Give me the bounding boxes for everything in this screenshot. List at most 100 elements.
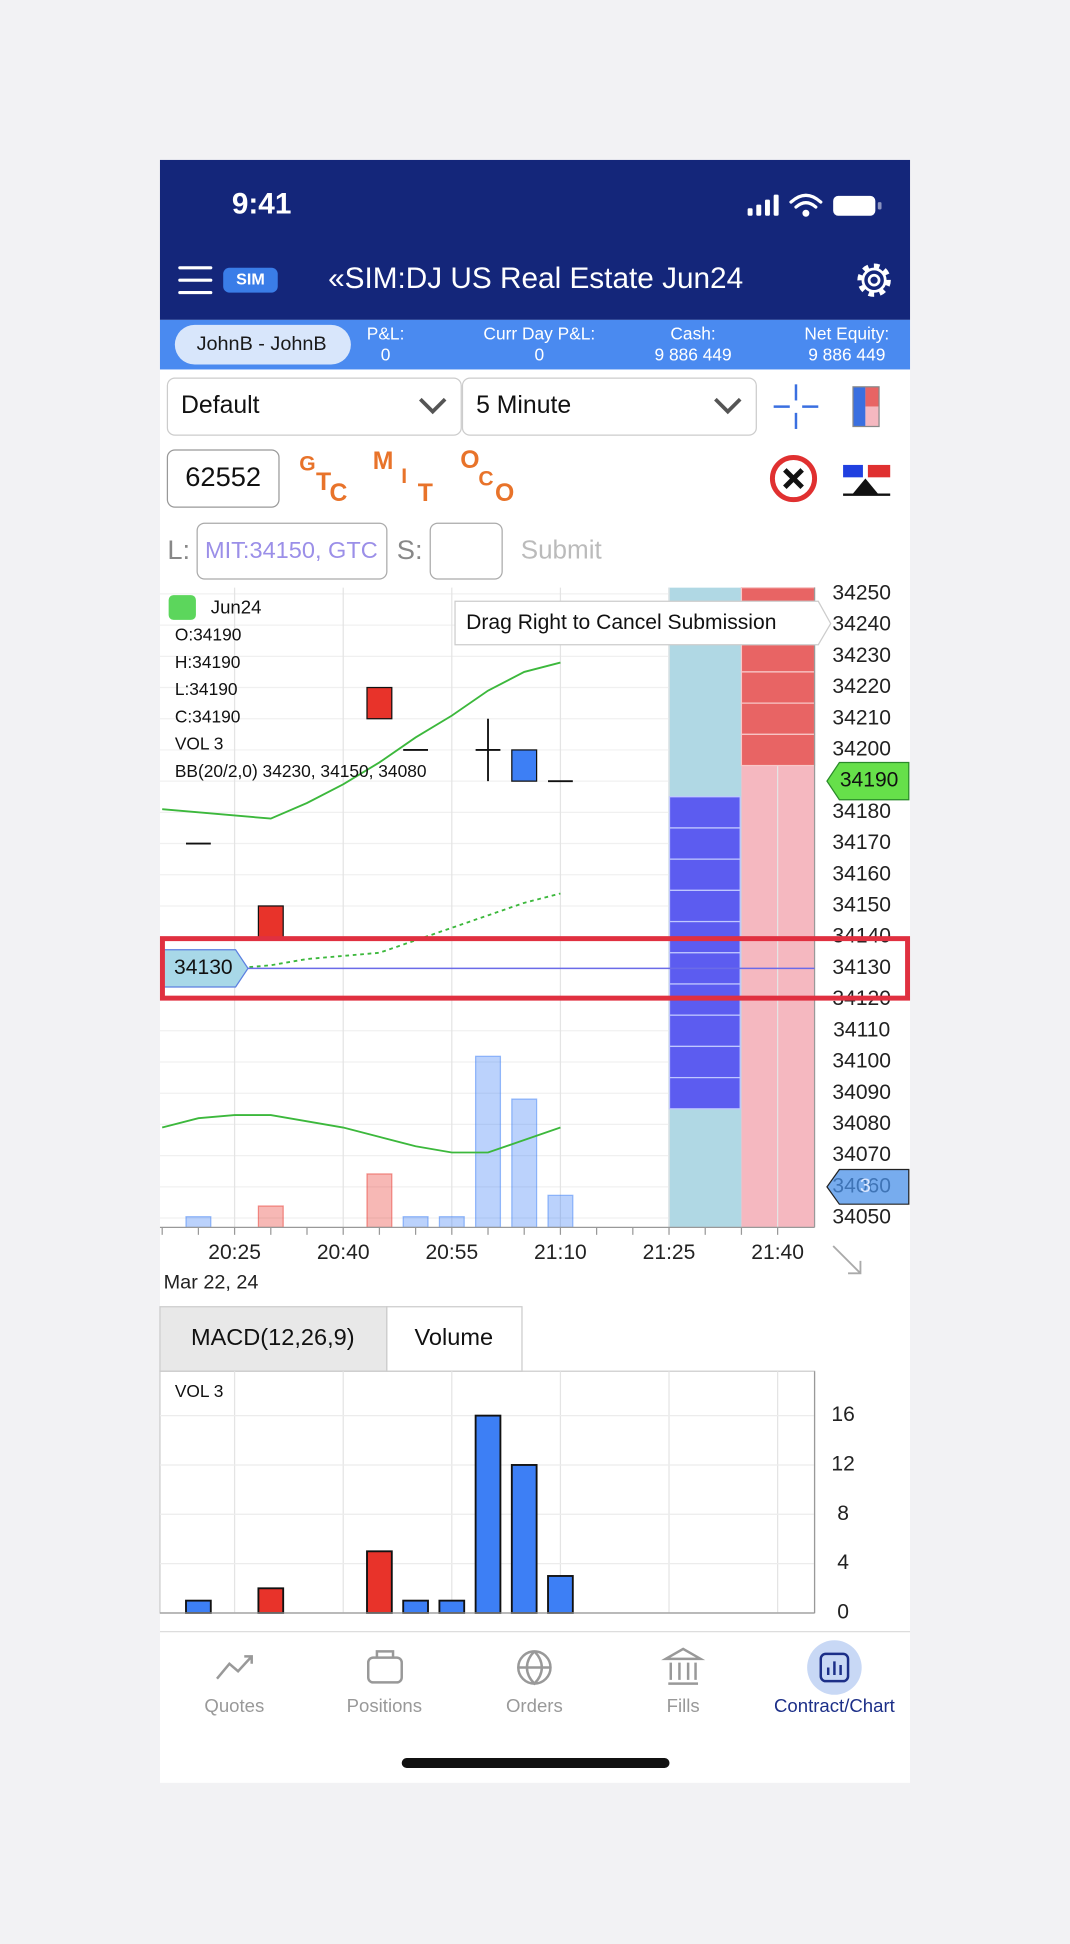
bottom-nav: Quotes Positions Orders Fills Contract/C… (204, 1695, 895, 1716)
nav-icons (216, 1647, 850, 1686)
nav-icon (661, 1647, 706, 1685)
order-type-letter[interactable]: O (460, 447, 479, 474)
nav-label[interactable]: Contract/Chart (774, 1695, 896, 1716)
contract-title[interactable]: «SIM:DJ US Real Estate Jun24 (328, 262, 743, 295)
grid (159, 587, 779, 1228)
legend-line: O:34190 (175, 625, 242, 645)
battery-tip (877, 202, 882, 210)
quantity-input[interactable] (166, 449, 280, 508)
y-tick-label: 34070 (832, 1143, 891, 1166)
y-tick-label: 34110 (833, 1018, 890, 1041)
x-tick-label: 20:40 (317, 1241, 370, 1264)
menu-button[interactable] (178, 266, 213, 295)
y-tick-label: 34080 (832, 1112, 891, 1135)
y-tick-label: 34230 (832, 644, 891, 667)
sim-badge (223, 267, 278, 293)
y-tick-label: 34090 (832, 1081, 891, 1104)
y-tick-label: 34210 (832, 706, 891, 729)
interval-value: 5 Minute (476, 392, 571, 419)
volume-overlay-bar (185, 1216, 212, 1228)
y-tick-label: 34170 (832, 831, 891, 854)
date-label: Mar 22, 24 (164, 1271, 259, 1293)
order-type-letter[interactable]: C (330, 480, 348, 507)
candle-body (511, 749, 538, 782)
nav-icon (518, 1650, 551, 1686)
order-type-letter[interactable]: M (373, 448, 394, 475)
submit-button[interactable]: Submit (521, 535, 603, 565)
ask-cell (740, 733, 816, 767)
dom-button[interactable] (852, 386, 880, 428)
working-order-cell (668, 889, 741, 923)
y-tick-label: 16 (831, 1403, 854, 1426)
volume-bar (547, 1575, 574, 1614)
limit-input[interactable] (196, 522, 388, 580)
volume-overlay-bar (257, 1205, 284, 1228)
ask-cell (740, 640, 816, 673)
symbol-swatch (168, 595, 196, 620)
order-type-letter[interactable]: I (401, 465, 407, 488)
order-type-letter[interactable]: T (316, 469, 331, 496)
volume-overlay-bar (547, 1194, 574, 1228)
working-order-cell (668, 1045, 741, 1079)
balance-button[interactable] (843, 464, 891, 496)
field-value: 0 (381, 344, 391, 364)
legend-line: L:34190 (175, 679, 238, 699)
tab[interactable] (386, 1306, 523, 1372)
y-tick-label: 4 (837, 1551, 849, 1574)
nav-label[interactable]: Fills (667, 1695, 700, 1716)
y-tick-label: 8 (837, 1502, 849, 1525)
template-select[interactable] (166, 377, 462, 436)
working-order-cell (668, 827, 741, 860)
cancel-button[interactable] (769, 455, 818, 503)
wifi (789, 193, 823, 217)
resize-handle[interactable] (832, 1245, 862, 1275)
quantity-value: 62552 (185, 461, 261, 492)
nav-label[interactable]: Orders (506, 1695, 563, 1716)
volume-bar (366, 1550, 393, 1614)
limit-label: L: (167, 534, 190, 565)
last-price-label: 34190 (840, 769, 899, 792)
working-order-cell (668, 1014, 741, 1048)
y-tick-label: 34160 (832, 862, 891, 885)
legend-line: BB(20/2,0) 34230, 34150, 34080 (175, 761, 427, 781)
volume-bar (257, 1587, 285, 1614)
order-type-letter[interactable]: T (418, 480, 433, 507)
chevron (419, 397, 447, 415)
crosshair-button[interactable] (773, 384, 819, 429)
price-marks (161, 661, 574, 1228)
x-tick-label: 20:55 (425, 1241, 478, 1264)
order-type-letter[interactable]: C (478, 467, 493, 490)
field-label: Curr Day P&L: (483, 323, 595, 343)
y-tick-label: 34150 (832, 894, 891, 917)
y-tick-label: 34130 (832, 956, 891, 979)
volume-overlay-bar (402, 1216, 429, 1228)
order-type-letter[interactable]: O (495, 480, 514, 507)
tooltip (454, 600, 832, 646)
working-order-cell (668, 858, 741, 891)
y-tick-label: 34240 (832, 613, 891, 636)
legend-line: VOL 3 (175, 734, 224, 754)
y-tick-label: 34220 (832, 675, 891, 698)
template-value: Default (181, 392, 260, 419)
account-pill[interactable] (174, 324, 351, 365)
order-type-letter[interactable]: G (299, 452, 315, 475)
stop-input[interactable] (429, 522, 503, 580)
nav-label[interactable]: Positions (347, 1695, 422, 1716)
interval-select[interactable] (461, 377, 757, 436)
y-tick-label: 12 (831, 1453, 854, 1476)
last-price-tag (826, 761, 910, 801)
y-tick-label: 34100 (832, 1050, 891, 1073)
x-tick-label: 21:10 (534, 1241, 587, 1264)
nav-label[interactable]: Quotes (204, 1695, 264, 1716)
y-tick-label: 34250 (832, 581, 891, 604)
settings-button[interactable] (857, 263, 891, 297)
nav-icon (375, 1650, 395, 1658)
tab-label: MACD(12,26,9) (191, 1324, 355, 1350)
sim-badge-text: SIM (236, 270, 265, 288)
x-tick-label: 20:25 (208, 1241, 261, 1264)
legend: O:34190 H:34190 L:34190 C:34190 VOL 3 BB… (175, 625, 427, 781)
working-order-cell (668, 1076, 741, 1110)
order-type-buttons[interactable]: G T C M I T O C O (299, 447, 514, 507)
